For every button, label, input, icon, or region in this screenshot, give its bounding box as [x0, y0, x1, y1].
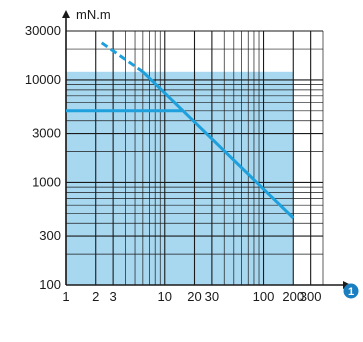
y-tick-label: 1000 — [32, 174, 61, 189]
grid-layer — [65, 30, 324, 286]
y-axis-unit-label: mN.m — [76, 7, 111, 22]
y-axis-arrow — [62, 10, 70, 18]
axis-layer: mN.m — [62, 7, 351, 289]
x-tick-label: 10 — [158, 289, 172, 304]
x-tick-label: 2 — [92, 289, 99, 304]
x-tick-label: 100 — [253, 289, 275, 304]
x-axis-marker-label: 1 — [348, 286, 354, 298]
x-axis-marker-circle — [343, 283, 359, 299]
y-tick-label: 3000 — [32, 126, 61, 141]
x-tick-label: 300 — [300, 289, 322, 304]
y-tick-label: 30000 — [25, 23, 61, 38]
x-tick-label: 30 — [205, 289, 219, 304]
series-line-2 — [141, 70, 295, 220]
x-tick-label: 3 — [110, 289, 117, 304]
series-line-1 — [100, 41, 144, 74]
y-tick-label: 100 — [39, 277, 61, 292]
x-axis-marker: 1 — [343, 283, 359, 299]
y-tick-label: 300 — [39, 228, 61, 243]
x-tick-label: 1 — [62, 289, 69, 304]
tick-label-layer: 1 2 3 10 20 30 100 2003001003001000300010000300… — [25, 23, 322, 304]
x-tick-label: 200 — [282, 289, 304, 304]
series-layer — [66, 41, 295, 220]
y-tick-label: 10000 — [25, 72, 61, 87]
x-tick-label: 20 — [187, 289, 201, 304]
